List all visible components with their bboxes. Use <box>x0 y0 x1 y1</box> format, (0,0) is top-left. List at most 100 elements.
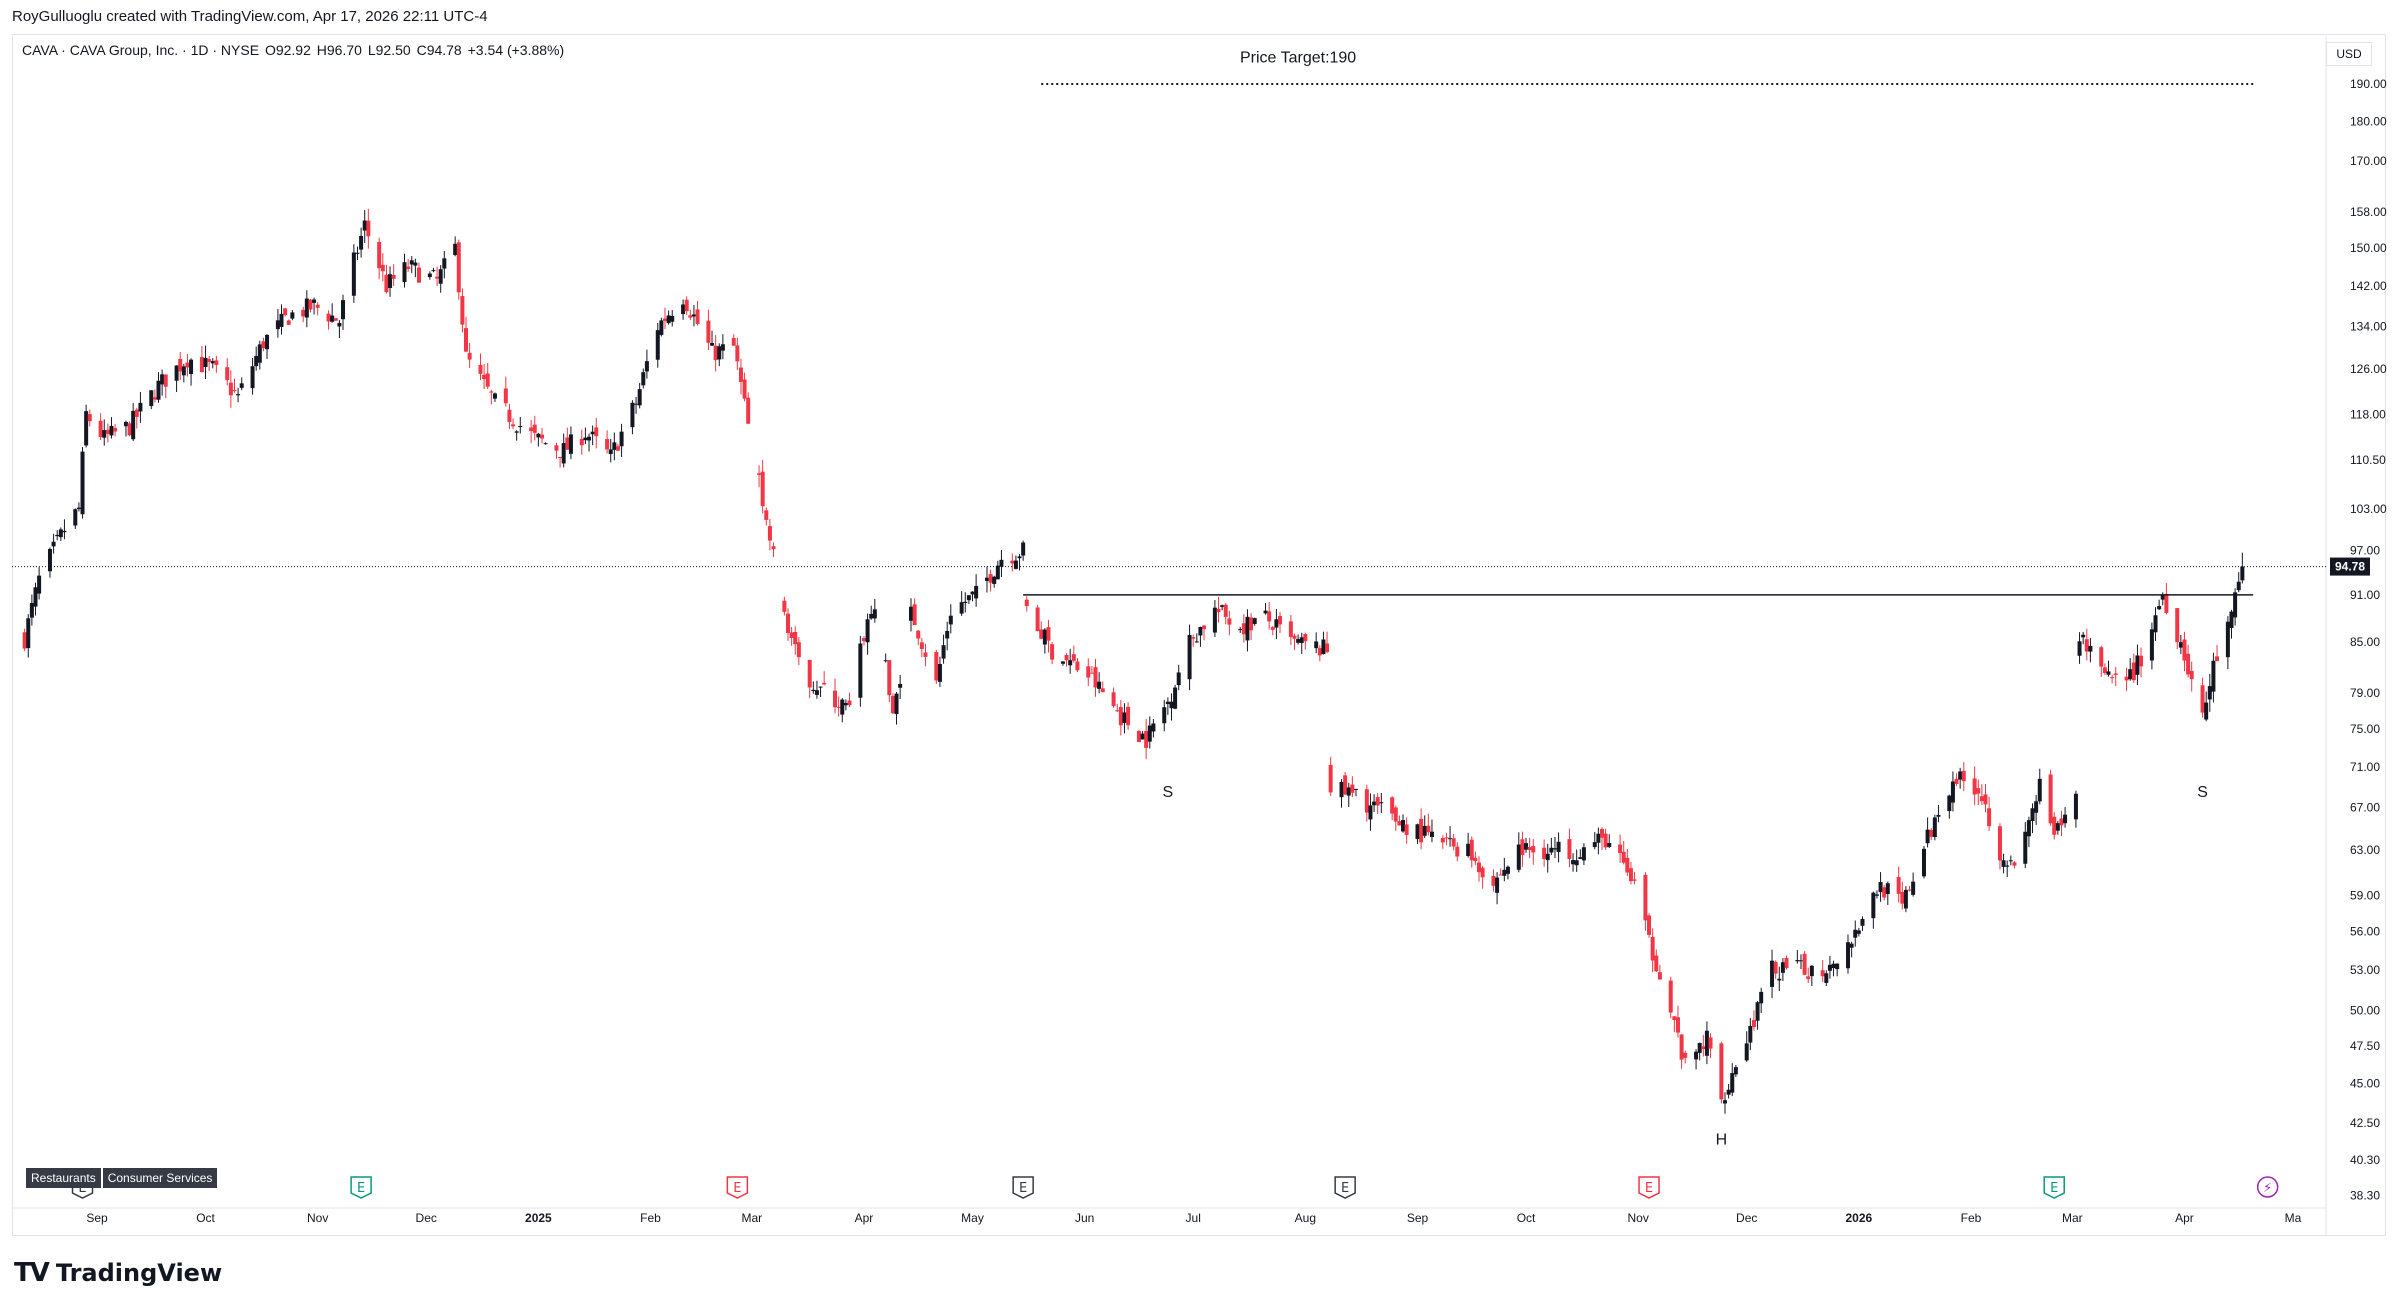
candle-body <box>2055 823 2060 831</box>
candle-body <box>2113 673 2118 675</box>
candle-body <box>58 529 63 538</box>
candle-body <box>275 320 280 330</box>
candle-body <box>568 434 573 454</box>
candle-body <box>1954 778 1959 784</box>
candle-body <box>1136 730 1141 742</box>
candle-body <box>2164 593 2169 613</box>
candle-body <box>587 436 592 441</box>
candle-body <box>1527 847 1532 851</box>
candle-body <box>1473 857 1478 862</box>
candle-body <box>934 652 939 681</box>
candle-body <box>847 700 852 706</box>
candle-body <box>22 632 27 649</box>
candle-body <box>887 660 892 696</box>
candle-body <box>290 312 295 319</box>
candle-body <box>1824 973 1829 983</box>
candle-body <box>1270 627 1275 630</box>
candle-body <box>2131 662 2136 681</box>
candle-body <box>945 630 950 639</box>
candle-body <box>438 269 443 284</box>
candle-body <box>1368 805 1373 820</box>
candle-body <box>890 696 895 714</box>
candle-body <box>1809 965 1814 977</box>
candle-body <box>1126 706 1131 726</box>
candle-body <box>561 443 566 464</box>
candle-body <box>1093 667 1098 688</box>
candle-body <box>2052 816 2057 835</box>
candle-body <box>1039 629 1044 639</box>
y-tick-label: 97.00 <box>2350 544 2380 558</box>
candle-body <box>1299 637 1304 643</box>
industry-tag[interactable]: Restaurants <box>26 1168 101 1188</box>
candle-body <box>518 425 523 428</box>
candle-body <box>1491 875 1496 886</box>
candle-body <box>1578 857 1583 859</box>
candle-body <box>1643 874 1648 921</box>
candle-body <box>941 645 946 659</box>
candle-body <box>156 380 161 400</box>
candle-body <box>731 338 736 346</box>
currency-button[interactable]: USD <box>2326 42 2372 66</box>
y-tick-label: 42.50 <box>2350 1116 2380 1130</box>
candle-body <box>1393 807 1398 822</box>
candle-body <box>1628 868 1633 882</box>
candle-body <box>1983 794 1988 805</box>
candle-body <box>1726 1089 1731 1095</box>
candle-body <box>999 559 1004 567</box>
candle-body <box>152 397 157 400</box>
candle-body <box>384 274 389 293</box>
high-value: 96.70 <box>326 42 362 58</box>
candle-body <box>554 445 559 451</box>
candle-body <box>1806 976 1811 980</box>
candle-body <box>1831 963 1836 969</box>
candle-body <box>865 619 870 643</box>
tradingview-logo[interactable]: TV TradingView <box>14 1258 222 1288</box>
candle-body <box>1419 818 1424 843</box>
candle-body <box>2240 566 2245 581</box>
candle-body <box>1835 963 1840 970</box>
candle-body <box>138 402 143 412</box>
chart-credit: RoyGulluoglu created with TradingView.co… <box>12 8 488 25</box>
x-tick-label: Dec <box>1736 1211 1757 1225</box>
candle-body <box>413 262 418 266</box>
x-tick-label: Feb <box>1961 1211 1982 1225</box>
x-tick-label: Mar <box>2062 1211 2083 1225</box>
candle-body <box>1495 877 1500 893</box>
candle-body <box>1267 611 1272 622</box>
candle-body <box>1422 825 1427 836</box>
candle-body <box>1976 788 1981 794</box>
candle-body <box>453 243 458 256</box>
candle-body <box>963 601 968 603</box>
y-tick-label: 170.00 <box>2350 154 2387 168</box>
candle-body <box>84 411 89 446</box>
candle-body <box>1021 542 1026 556</box>
candle-body <box>536 433 541 438</box>
x-tick-label: Feb <box>640 1211 661 1225</box>
candle-body <box>1455 846 1460 857</box>
candle-body <box>236 394 241 396</box>
candle-body <box>1372 801 1377 806</box>
candle-body <box>959 602 964 614</box>
candle-body <box>1997 826 2002 861</box>
candle-body <box>1625 857 1630 873</box>
candle-body <box>2048 774 2053 824</box>
candle-body <box>579 438 584 446</box>
candle-body <box>710 343 715 346</box>
candle-body <box>1480 867 1485 878</box>
candle-body <box>1415 824 1420 840</box>
candle-body <box>1683 1052 1688 1058</box>
candle-body <box>2077 641 2082 656</box>
candle-body <box>2189 670 2194 680</box>
symbol-label[interactable]: CAVA · CAVA Group, Inc. · 1D · NYSE <box>22 42 260 58</box>
candle-body <box>894 693 899 715</box>
candle-body <box>1704 1030 1709 1056</box>
candle-body <box>1216 608 1221 613</box>
candle-body <box>265 334 270 350</box>
candle-body <box>2160 595 2165 600</box>
candle-body <box>1961 770 1966 782</box>
sector-tag[interactable]: Consumer Services <box>102 1168 218 1188</box>
candle-body <box>1574 860 1579 866</box>
candle-body <box>757 473 762 475</box>
candle-body <box>55 534 60 537</box>
